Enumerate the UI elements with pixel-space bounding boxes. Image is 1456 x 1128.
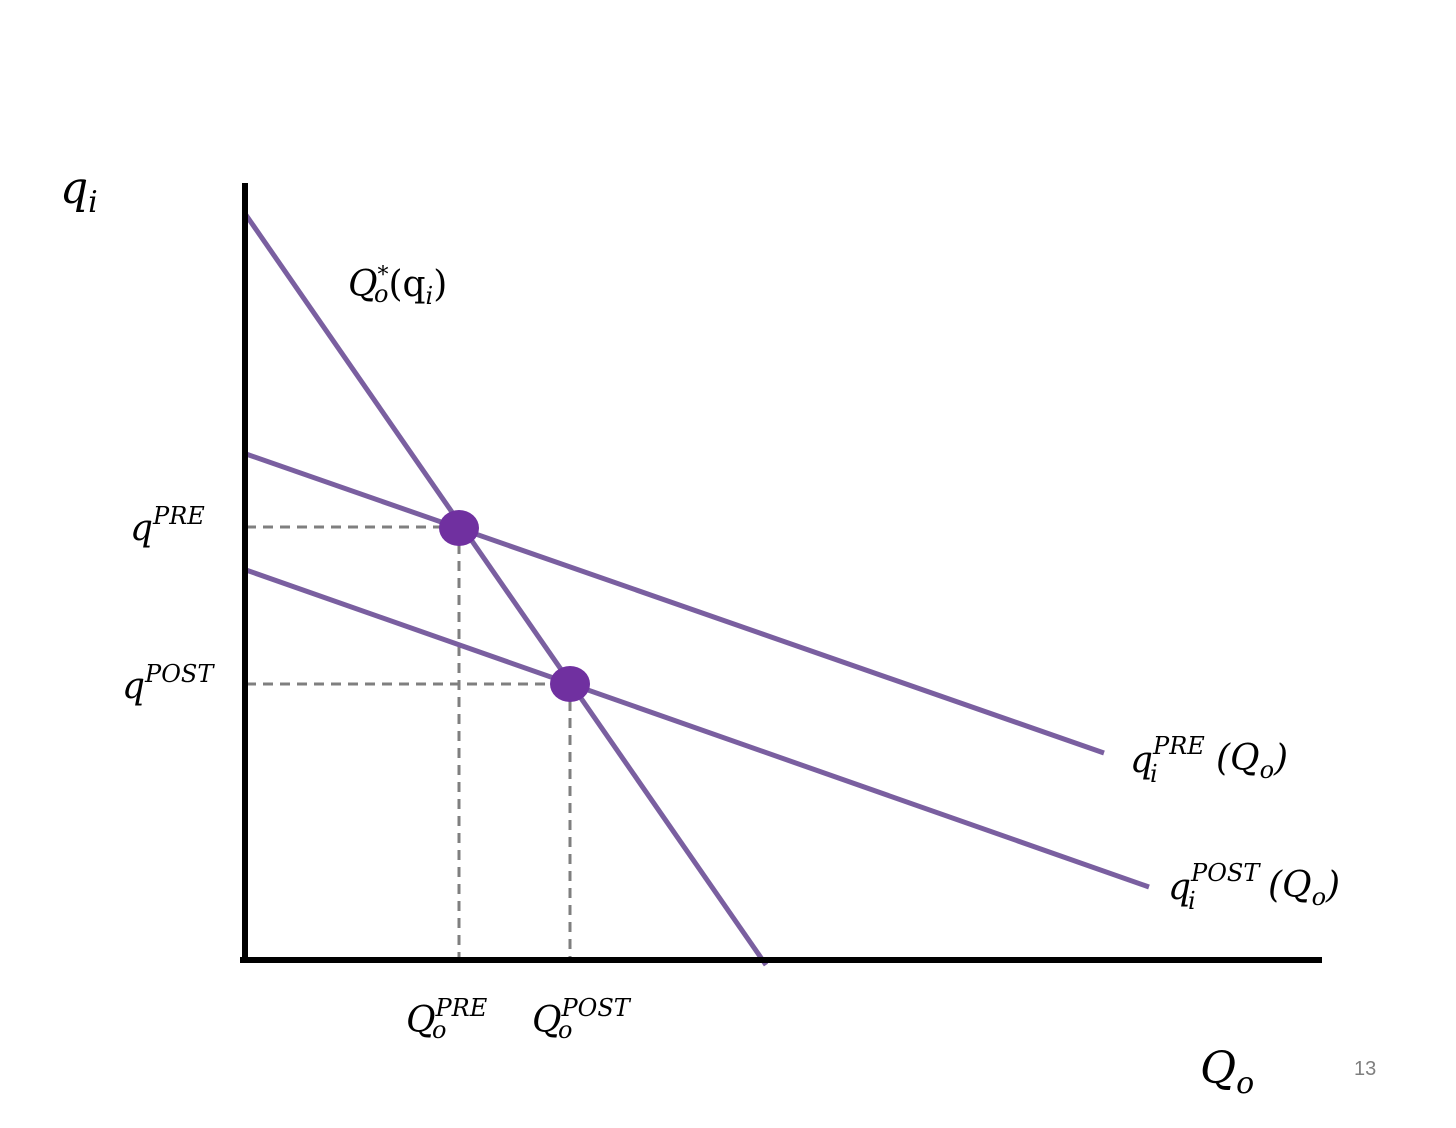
best-response-curve — [243, 213, 769, 967]
x-tick-q-pre: QPRE o — [406, 994, 488, 1044]
equilibrium-point-post — [550, 666, 590, 702]
equilibrium-point-pre — [439, 510, 479, 546]
post-reaction-curve — [245, 567, 1150, 890]
pre-reaction-curve — [245, 451, 1105, 756]
y-axis-label: qi — [60, 163, 98, 220]
y-tick-q-post: qPOST — [122, 660, 215, 707]
guide-lines — [246, 525, 572, 958]
curves — [243, 213, 1150, 967]
post-curve-label: qPOST i (Qo) — [1168, 859, 1340, 915]
pre-curve-label: qPRE i (Qo) — [1130, 732, 1288, 788]
best-response-label: Q* o(qi) — [348, 263, 447, 310]
x-tick-q-post: QPOST o — [532, 994, 632, 1044]
x-axis-label: Qo — [1200, 1043, 1254, 1101]
axes — [240, 183, 1322, 963]
slide-number: 13 — [1354, 1058, 1376, 1080]
y-tick-q-pre: qPRE — [130, 502, 205, 549]
